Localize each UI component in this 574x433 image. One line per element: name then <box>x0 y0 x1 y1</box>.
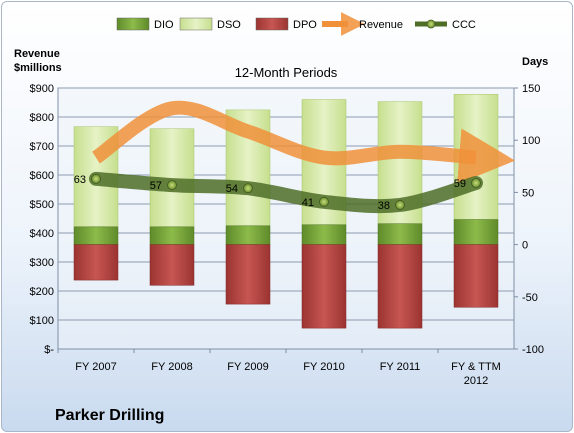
left-tick-label: $400 <box>30 228 54 240</box>
left-tick-label: $- <box>44 344 54 356</box>
ccc-data-label: 54 <box>226 183 238 195</box>
ccc-data-label: 57 <box>150 180 162 192</box>
right-tick-label: -50 <box>522 292 538 304</box>
bar-dio <box>301 224 347 245</box>
x-tick-label: FY & TTM <box>451 361 501 373</box>
legend-label: Revenue <box>359 19 403 31</box>
chart-title: 12-Month Periods <box>235 65 338 80</box>
right-tick-label: 50 <box>522 187 534 199</box>
legend-swatch-dio <box>116 17 150 31</box>
x-tick-label: FY 2011 <box>380 361 421 373</box>
ccc-data-label: 41 <box>302 197 314 209</box>
x-tick-label: FY 2007 <box>75 361 116 373</box>
legend-label: DPO <box>293 19 317 31</box>
ccc-data-label: 59 <box>454 178 466 190</box>
left-tick-label: $300 <box>30 257 54 269</box>
bar-dio <box>73 226 119 245</box>
bar-dio <box>225 225 271 245</box>
legend-swatch-dpo <box>255 17 289 31</box>
bar-dpo <box>225 244 271 305</box>
bar-dpo <box>149 244 195 286</box>
legend-label: DIO <box>154 19 174 31</box>
company-name: Parker Drilling <box>55 407 165 424</box>
left-tick-label: $800 <box>30 112 54 124</box>
bar-dpo <box>453 244 499 308</box>
x-tick-label: FY 2008 <box>151 361 192 373</box>
left-tick-label: $100 <box>30 315 54 327</box>
bar-dio <box>149 226 195 245</box>
bar-dpo <box>301 244 347 329</box>
left-tick-label: $900 <box>30 83 54 95</box>
ccc-data-label: 63 <box>74 174 86 186</box>
ccc-point <box>395 200 405 210</box>
bar-dpo <box>73 244 119 281</box>
bar-dpo <box>377 244 423 329</box>
ccc-point <box>243 183 253 194</box>
x-tick-label: FY 2010 <box>303 361 344 373</box>
x-tick-label: FY 2009 <box>227 361 268 373</box>
bar-dio <box>377 223 423 245</box>
legend-label: DSO <box>217 19 241 31</box>
ccc-data-label: 38 <box>378 200 390 212</box>
legend-swatch-ccc-marker <box>426 19 436 29</box>
left-tick-label: $200 <box>30 286 54 298</box>
left-tick-label: $600 <box>30 170 54 182</box>
ccc-point <box>167 180 177 190</box>
ccc-line <box>89 171 483 214</box>
revenue-line <box>91 100 516 185</box>
right-tick-label: -100 <box>522 344 544 356</box>
left-tick-label: $500 <box>30 199 54 211</box>
ccc-point <box>91 173 101 184</box>
right-axis-title: Days <box>522 56 548 68</box>
left-axis-title: $millions <box>14 62 62 74</box>
bar-dio <box>453 219 499 245</box>
right-tick-label: 100 <box>522 135 540 147</box>
right-tick-label: 0 <box>522 240 528 252</box>
legend-label: CCC <box>452 19 476 31</box>
left-axis-title: Revenue <box>14 48 60 60</box>
right-tick-label: 150 <box>522 83 540 95</box>
legend-swatch-dso <box>179 17 213 31</box>
ccc-point <box>319 196 329 207</box>
left-tick-label: $700 <box>30 141 54 153</box>
ccc-point <box>471 178 481 188</box>
x-tick-label: 2012 <box>464 375 488 387</box>
